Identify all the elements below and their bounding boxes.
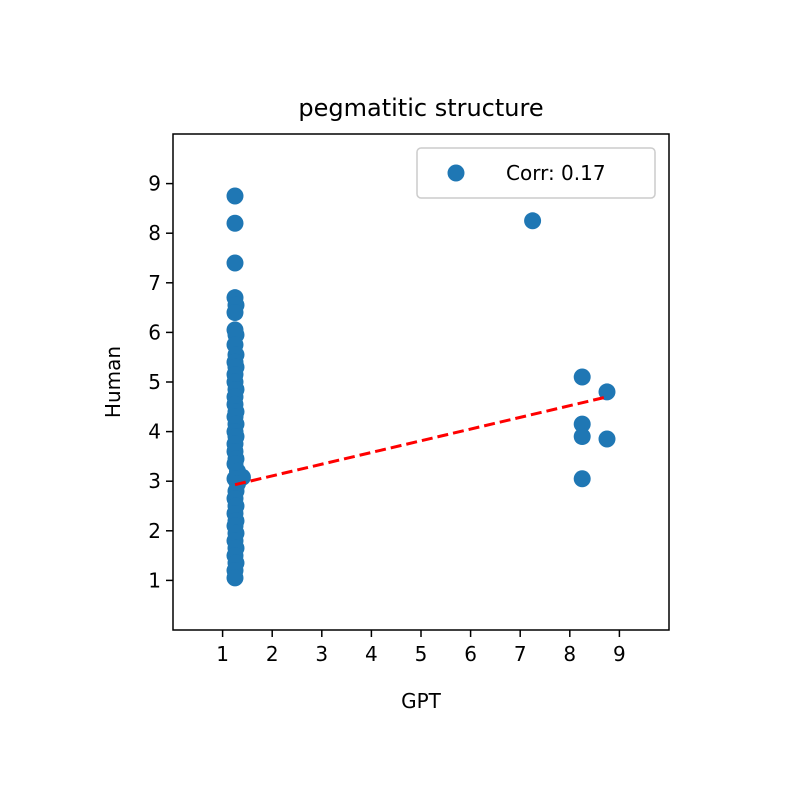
data-point bbox=[598, 383, 616, 401]
data-point bbox=[226, 569, 244, 587]
data-point bbox=[573, 368, 591, 386]
axes-layer: 1 2 3 4 5 6 7 8 9 1 2 3 4 5 6 7 8 9 bbox=[148, 133, 670, 666]
y-tick-label: 3 bbox=[148, 469, 161, 493]
y-tick-label: 7 bbox=[148, 271, 161, 295]
x-tick-label: 7 bbox=[514, 642, 527, 666]
data-point bbox=[226, 187, 244, 205]
legend: Corr: 0.17 bbox=[416, 147, 656, 199]
x-tick-label: 9 bbox=[613, 642, 626, 666]
data-point bbox=[226, 254, 244, 272]
y-tick-label: 8 bbox=[148, 221, 161, 245]
plot-layer bbox=[226, 187, 616, 587]
y-tick-label: 6 bbox=[148, 320, 161, 344]
y-tick-label: 5 bbox=[148, 370, 161, 394]
x-tick-label: 4 bbox=[365, 642, 378, 666]
data-point bbox=[598, 430, 616, 448]
x-tick-label: 6 bbox=[464, 642, 477, 666]
x-tick-label: 1 bbox=[216, 642, 229, 666]
y-tick-label: 1 bbox=[148, 568, 161, 592]
data-point bbox=[573, 428, 591, 446]
x-axis-label: GPT bbox=[401, 689, 442, 713]
x-tick-label: 8 bbox=[563, 642, 576, 666]
y-axis-label: Human bbox=[101, 346, 125, 418]
y-tick-label: 9 bbox=[148, 172, 161, 196]
legend-box bbox=[416, 147, 656, 199]
x-tick-label: 3 bbox=[315, 642, 328, 666]
legend-label: Corr: 0.17 bbox=[506, 161, 606, 185]
data-point bbox=[524, 212, 542, 230]
data-point bbox=[573, 470, 591, 488]
legend-marker bbox=[447, 164, 465, 182]
chart-title: pegmatitic structure bbox=[298, 94, 543, 122]
y-tick-label: 4 bbox=[148, 420, 161, 444]
y-tick-label: 2 bbox=[148, 519, 161, 543]
data-point bbox=[226, 304, 244, 322]
data-point bbox=[573, 415, 591, 433]
x-tick-label: 2 bbox=[266, 642, 279, 666]
x-tick-label: 5 bbox=[415, 642, 428, 666]
data-point bbox=[226, 214, 244, 232]
